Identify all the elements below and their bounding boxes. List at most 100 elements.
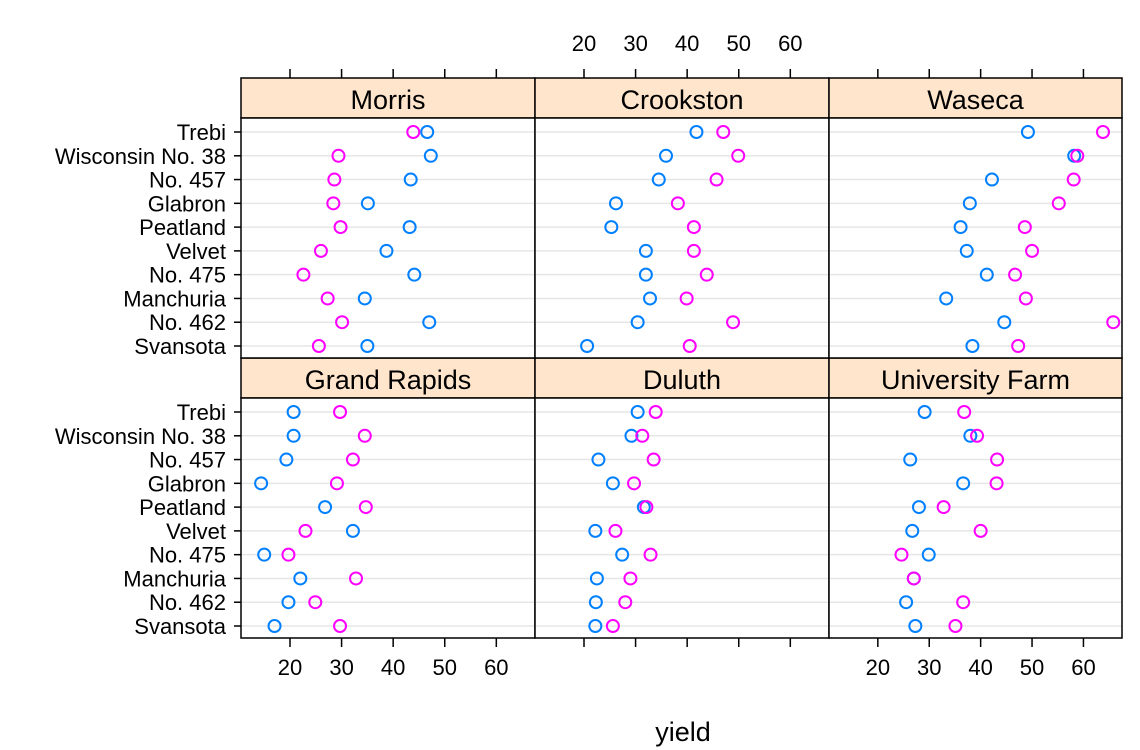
point-magenta-grand-rapids-wisconsin-no-38 bbox=[357, 428, 372, 443]
y-tick-label-peatland: Peatland bbox=[139, 215, 226, 240]
point-blue-grand-rapids-no-457 bbox=[279, 452, 294, 467]
y-tick-label-no-457: No. 457 bbox=[149, 168, 226, 193]
y-tick-label-trebi: Trebi bbox=[177, 120, 226, 145]
y-tick-label-velvet: Velvet bbox=[166, 519, 226, 544]
point-magenta-waseca-wisconsin-no-38 bbox=[1070, 148, 1085, 163]
point-magenta-waseca-velvet bbox=[1025, 243, 1040, 258]
point-magenta-university-farm-no-462 bbox=[956, 595, 971, 610]
point-magenta-duluth-wisconsin-no-38 bbox=[635, 428, 650, 443]
point-blue-crookston-wisconsin-no-38 bbox=[659, 148, 674, 163]
point-magenta-grand-rapids-no-457 bbox=[345, 452, 360, 467]
y-tick-label-glabron: Glabron bbox=[148, 471, 226, 496]
panel-university-farm: University Farm bbox=[828, 357, 1123, 639]
point-blue-crookston-no-475 bbox=[638, 267, 653, 282]
point-blue-university-farm-velvet bbox=[905, 523, 920, 538]
x-tick-label-top-30: 30 bbox=[623, 31, 647, 56]
x-tick-label-bottom-60: 60 bbox=[484, 655, 508, 680]
point-blue-crookston-velvet bbox=[638, 243, 653, 258]
point-magenta-morris-svansota bbox=[311, 339, 326, 353]
point-blue-grand-rapids-velvet bbox=[345, 523, 360, 538]
point-blue-grand-rapids-glabron bbox=[254, 476, 269, 491]
point-magenta-duluth-trebi bbox=[648, 405, 663, 419]
panel-body-duluth bbox=[534, 397, 830, 639]
point-magenta-morris-trebi bbox=[406, 125, 421, 139]
y-tick-label-no-457: No. 457 bbox=[149, 448, 226, 473]
point-magenta-morris-glabron bbox=[326, 196, 341, 211]
point-magenta-university-farm-velvet bbox=[973, 523, 988, 538]
point-blue-university-farm-no-457 bbox=[903, 452, 918, 467]
point-magenta-university-farm-no-457 bbox=[990, 452, 1005, 467]
point-magenta-waseca-svansota bbox=[1011, 339, 1026, 353]
point-magenta-morris-no-457 bbox=[327, 172, 342, 187]
y-tick-label-svansota: Svansota bbox=[134, 614, 226, 639]
point-magenta-crookston-velvet bbox=[686, 243, 701, 258]
point-magenta-duluth-peatland bbox=[639, 500, 654, 515]
point-blue-university-farm-no-462 bbox=[899, 595, 914, 610]
point-magenta-university-farm-trebi bbox=[957, 405, 972, 419]
point-blue-waseca-velvet bbox=[959, 243, 974, 258]
point-blue-waseca-trebi bbox=[1020, 125, 1035, 139]
point-blue-crookston-peatland bbox=[604, 220, 619, 235]
strip-label-crookston: Crookston bbox=[620, 85, 743, 115]
y-tick-label-trebi: Trebi bbox=[177, 400, 226, 425]
x-tick-label-bottom-40: 40 bbox=[381, 655, 405, 680]
x-axis-label: yield bbox=[655, 717, 711, 747]
point-magenta-grand-rapids-velvet bbox=[298, 523, 313, 538]
point-magenta-morris-no-462 bbox=[335, 315, 350, 330]
point-magenta-duluth-no-462 bbox=[618, 595, 633, 610]
point-blue-crookston-trebi bbox=[689, 125, 704, 139]
panel-grand-rapids: Grand Rapids bbox=[240, 357, 536, 639]
point-blue-grand-rapids-svansota bbox=[267, 619, 282, 633]
point-magenta-university-farm-wisconsin-no-38 bbox=[970, 428, 985, 443]
point-blue-morris-manchuria bbox=[357, 291, 372, 306]
strip-label-university-farm: University Farm bbox=[881, 365, 1070, 395]
x-tick-label-top-40: 40 bbox=[675, 31, 699, 56]
strip-label-grand-rapids: Grand Rapids bbox=[305, 365, 472, 395]
point-magenta-grand-rapids-no-475 bbox=[281, 547, 296, 562]
point-blue-morris-wisconsin-no-38 bbox=[423, 148, 438, 163]
point-magenta-morris-velvet bbox=[313, 243, 328, 258]
point-magenta-grand-rapids-trebi bbox=[333, 405, 348, 419]
point-blue-crookston-glabron bbox=[608, 196, 623, 211]
point-magenta-waseca-no-462 bbox=[1106, 315, 1121, 330]
point-magenta-morris-wisconsin-no-38 bbox=[331, 148, 346, 163]
point-blue-university-farm-no-475 bbox=[921, 547, 936, 562]
strip-duluth bbox=[534, 357, 830, 399]
y-tick-label-no-475: No. 475 bbox=[149, 263, 226, 288]
strip-label-morris: Morris bbox=[351, 85, 426, 115]
point-blue-university-farm-glabron bbox=[956, 476, 971, 491]
point-blue-grand-rapids-trebi bbox=[286, 405, 301, 419]
point-magenta-grand-rapids-glabron bbox=[329, 476, 344, 491]
panel-body-crookston bbox=[534, 117, 830, 359]
point-magenta-crookston-trebi bbox=[716, 125, 731, 139]
y-tick-label-svansota: Svansota bbox=[134, 334, 226, 359]
point-blue-crookston-no-457 bbox=[651, 172, 666, 187]
point-magenta-duluth-no-475 bbox=[643, 547, 658, 562]
point-magenta-duluth-glabron bbox=[627, 476, 642, 491]
point-blue-university-farm-wisconsin-no-38 bbox=[963, 428, 978, 443]
y-tick-label-wisconsin-no-38: Wisconsin No. 38 bbox=[55, 424, 226, 449]
y-tick-label-no-475: No. 475 bbox=[149, 543, 226, 568]
point-blue-waseca-no-457 bbox=[984, 172, 999, 187]
y-tick-label-no-462: No. 462 bbox=[149, 590, 226, 615]
point-magenta-morris-no-475 bbox=[296, 267, 311, 282]
point-magenta-crookston-no-475 bbox=[699, 267, 714, 282]
point-magenta-crookston-wisconsin-no-38 bbox=[731, 148, 746, 163]
point-blue-duluth-manchuria bbox=[589, 571, 604, 586]
strip-morris bbox=[240, 77, 536, 119]
point-magenta-university-farm-glabron bbox=[989, 476, 1004, 491]
point-blue-duluth-velvet bbox=[588, 523, 603, 538]
point-blue-waseca-svansota bbox=[965, 339, 980, 353]
point-magenta-waseca-glabron bbox=[1051, 196, 1066, 211]
x-tick-label-bottom-20: 20 bbox=[278, 655, 302, 680]
point-magenta-university-farm-no-475 bbox=[894, 547, 909, 562]
panel-body-grand-rapids bbox=[240, 397, 536, 639]
strip-waseca bbox=[828, 77, 1123, 119]
panels-layer: Grand Rapids Duluth University Farm Morris C… bbox=[240, 77, 1123, 639]
point-blue-waseca-no-475 bbox=[979, 267, 994, 282]
point-blue-morris-velvet bbox=[379, 243, 394, 258]
point-blue-duluth-no-457 bbox=[591, 452, 606, 467]
point-magenta-crookston-no-457 bbox=[709, 172, 724, 187]
point-magenta-university-farm-svansota bbox=[948, 619, 963, 633]
